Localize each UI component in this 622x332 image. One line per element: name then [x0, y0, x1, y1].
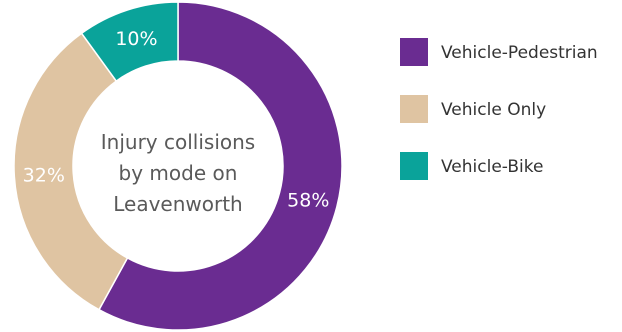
chart-title-line-3: Leavenworth: [113, 192, 243, 216]
slice-vehicle-pedestrian: [97, 1, 343, 331]
legend-swatch-vehicle-pedestrian: [400, 38, 428, 66]
legend-swatch-vehicle-only: [400, 95, 428, 123]
donut-slices: [13, 1, 343, 331]
legend-item-vehicle-bike: Vehicle-Bike: [400, 152, 543, 180]
slice-label-vehicle-bike: 10%: [115, 28, 157, 50]
legend-item-vehicle-only: Vehicle Only: [400, 95, 546, 123]
legend-swatch-vehicle-bike: [400, 152, 428, 180]
slice-vehicle-only: [13, 32, 129, 311]
slice-labels: 58% 32% 10%: [23, 28, 330, 211]
chart-title-line-1: Injury collisions: [101, 130, 255, 154]
slice-vehicle-bike: [80, 1, 179, 83]
chart-title: Injury collisions by mode on Leavenworth: [101, 130, 255, 216]
chart-title-line-2: by mode on: [119, 161, 238, 185]
slice-label-vehicle-pedestrian: 58%: [287, 189, 329, 211]
legend-label-vehicle-bike: Vehicle-Bike: [441, 157, 543, 177]
legend: Vehicle-Pedestrian Vehicle Only Vehicle-Bi…: [400, 38, 598, 180]
legend-item-vehicle-pedestrian: Vehicle-Pedestrian: [400, 38, 598, 66]
legend-label-vehicle-only: Vehicle Only: [441, 100, 546, 120]
slice-label-vehicle-only: 32%: [23, 164, 65, 186]
legend-label-vehicle-pedestrian: Vehicle-Pedestrian: [441, 43, 598, 63]
